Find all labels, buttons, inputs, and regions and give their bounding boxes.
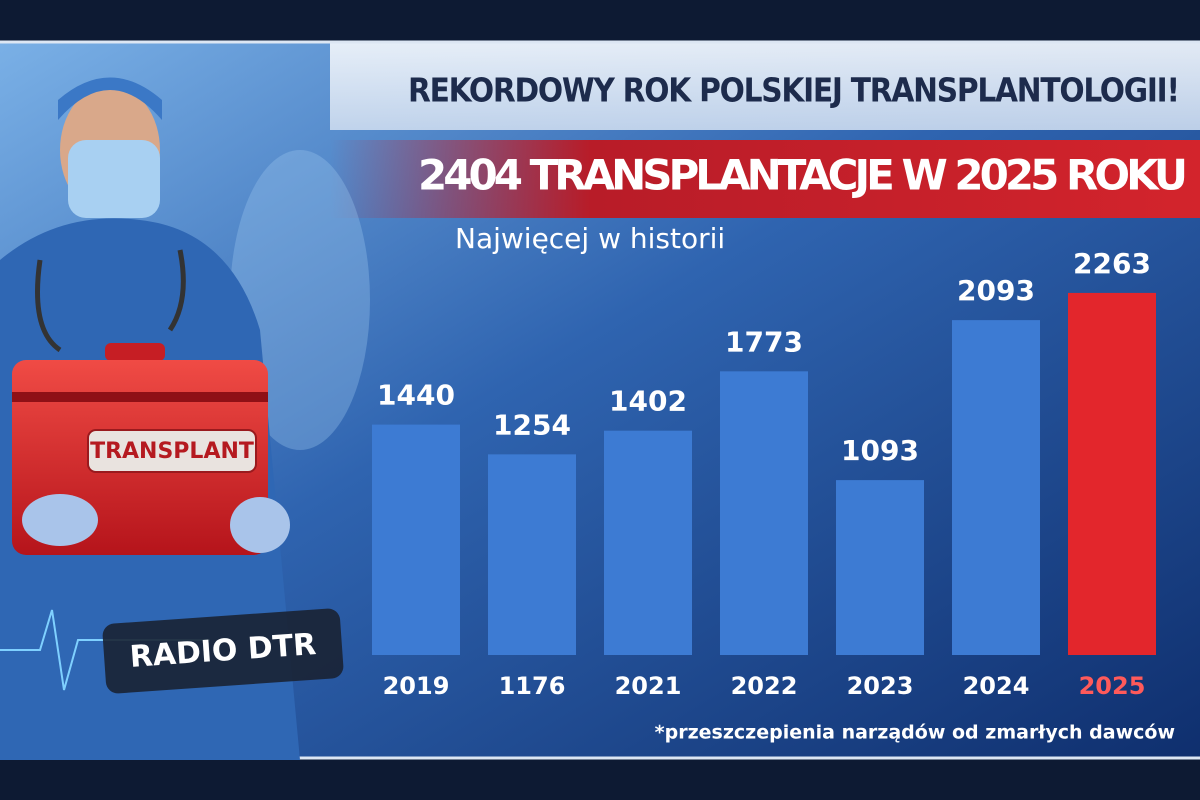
subtitle: Najwięcej w historii [455,222,725,255]
value-label: 1440 [377,379,455,412]
bar [952,320,1040,655]
x-tick-label: 2025 [1079,672,1146,700]
x-tick-label: 2019 [383,672,450,700]
value-label: 1254 [493,408,571,441]
x-tick-label: 2021 [615,672,682,700]
bar [604,430,692,655]
value-label: 2263 [1073,247,1151,280]
value-label: 1093 [841,434,919,467]
x-tick-label: 2023 [847,672,914,700]
headline: 2404 TRANSPLANTACJE W 2025 ROKU [418,151,1188,200]
box-label: TRANSPLANT [90,439,254,464]
x-tick-label: 1176 [499,672,566,700]
headline-band [330,140,1200,218]
bar [372,424,460,655]
value-label: 2093 [957,274,1035,307]
bar [720,371,808,655]
x-tick-label: 2024 [963,672,1030,700]
value-label: 1773 [725,325,803,358]
x-tick-label: 2022 [731,672,798,700]
chart-title: REKORDOWY ROK POLSKIEJ TRANSPLANTOLOGII! [408,71,1180,110]
title-band [330,42,1200,130]
illustration [0,77,370,760]
footnote: *przeszczepienia narządów od zmarłych da… [655,722,1175,744]
value-label: 1402 [609,385,687,418]
bar [488,454,576,655]
bar [1068,292,1156,655]
bar [836,480,924,655]
